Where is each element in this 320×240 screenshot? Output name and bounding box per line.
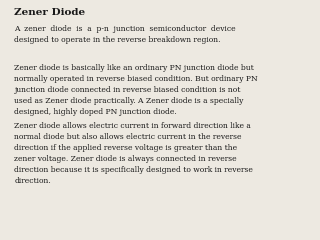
Text: Zener diode allows electric current in forward direction like a
normal diode but: Zener diode allows electric current in f… xyxy=(14,122,253,185)
Text: Zener Diode: Zener Diode xyxy=(14,8,85,18)
Text: A  zener  diode  is  a  p-n  junction  semiconductor  device
designed to operate: A zener diode is a p-n junction semicond… xyxy=(14,25,236,44)
Text: Zener diode is basically like an ordinary PN junction diode but
normally operate: Zener diode is basically like an ordinar… xyxy=(14,64,258,116)
